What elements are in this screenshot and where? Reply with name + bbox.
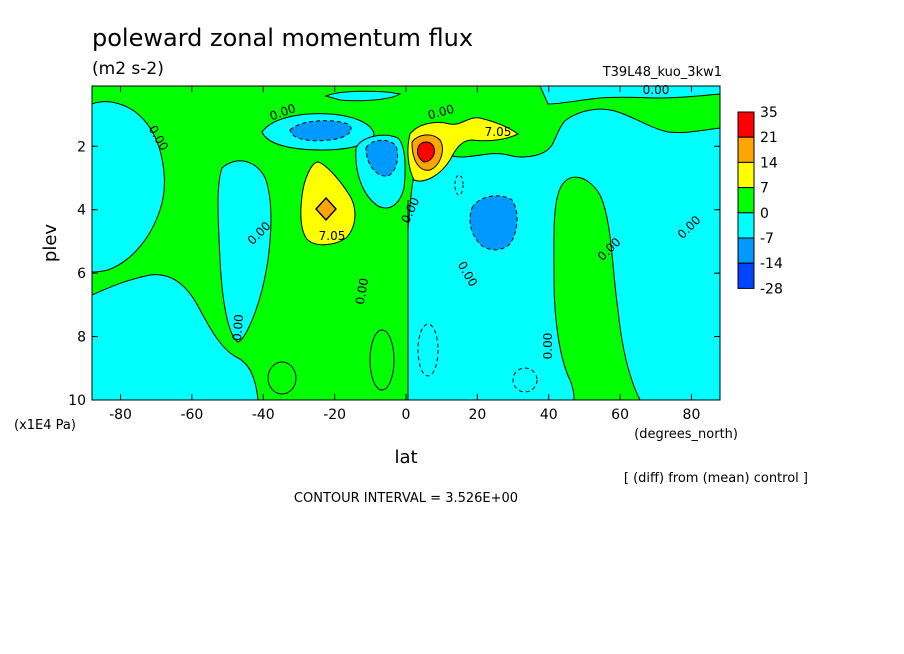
plot-area xyxy=(92,86,720,400)
cyan-region-top-strip xyxy=(324,90,402,102)
y-tick-label-1: 4 xyxy=(77,203,86,219)
contour-interval: CONTOUR INTERVAL = 3.526E+00 xyxy=(294,491,518,506)
contour-loop-e xyxy=(454,174,464,196)
contour-label-6: 0.00 xyxy=(353,277,371,306)
x-axis-label: lat xyxy=(394,447,417,468)
x-tick-label-1: -60 xyxy=(180,407,203,423)
x-tick-label-0: -80 xyxy=(109,407,132,423)
x-tick-label-6: 40 xyxy=(540,407,558,423)
chart-title: poleward zonal momentum flux xyxy=(92,24,473,52)
contour-loop-c xyxy=(417,323,439,377)
colorbar-swatch-0 xyxy=(737,111,755,138)
colorbar: 35 21 14 7 0 -7 -14 -28 xyxy=(737,105,783,297)
contour-loop-a xyxy=(267,361,297,395)
cyan-region-sh-west xyxy=(92,101,165,273)
x-axis-units: (degrees_north) xyxy=(634,427,738,442)
chart-units: (m2 s-2) xyxy=(92,59,164,79)
contour-label-12: 7.05 xyxy=(485,125,512,139)
colorbar-swatch-6 xyxy=(737,262,755,289)
y-tick-label-4: 10 xyxy=(68,393,86,409)
colorbar-label-0: 35 xyxy=(760,105,778,121)
colorbar-swatch-1 xyxy=(737,136,755,163)
x-tick-label-8: 80 xyxy=(683,407,701,423)
colorbar-label-6: -14 xyxy=(760,256,783,272)
cyan-region-top-right xyxy=(539,86,720,105)
run-label: T39L48_kuo_3kw1 xyxy=(602,65,722,80)
contour-label-9: 0.00 xyxy=(541,333,555,360)
contour-loop-b xyxy=(369,329,395,391)
x-tick-label-7: 60 xyxy=(611,407,629,423)
x-axis: -80 -60 -40 -20 0 20 40 60 80 xyxy=(109,86,700,423)
y-tick-label-2: 6 xyxy=(77,266,86,282)
x-tick-label-4: 0 xyxy=(402,407,411,423)
blue-region-nh xyxy=(469,195,518,251)
contour-label-13: 7.05 xyxy=(319,229,346,243)
contour-label-5: 0.00 xyxy=(230,314,246,342)
cyan-region-sh-tongue xyxy=(217,160,272,343)
colorbar-swatch-2 xyxy=(737,161,755,189)
orange-diamond-sh xyxy=(315,196,337,222)
y-tick-label-0: 2 xyxy=(77,139,86,155)
blue-region-eq xyxy=(365,139,399,177)
blue-region-upper-sh xyxy=(289,120,352,142)
red-region-nh xyxy=(417,141,435,163)
diff-note: [ (diff) from (mean) control ] xyxy=(624,471,808,486)
colorbar-swatch-4 xyxy=(737,212,755,239)
cyan-region-nh xyxy=(407,108,720,400)
colorbar-swatch-3 xyxy=(737,187,755,214)
colorbar-label-5: -7 xyxy=(760,231,774,247)
contour-label-3: 0.00 xyxy=(643,83,670,97)
colorbar-label-4: 0 xyxy=(760,206,769,222)
y-axis-units: (x1E4 Pa) xyxy=(14,418,76,433)
colorbar-label-2: 14 xyxy=(760,155,778,171)
y-tick-label-3: 8 xyxy=(77,330,86,346)
colorbar-label-7: -28 xyxy=(760,281,783,297)
cyan-region-sh-lower xyxy=(92,274,259,400)
y-axis: 2 4 6 8 10 xyxy=(68,139,720,409)
y-axis-label: plev xyxy=(40,224,61,263)
contour-loop-d xyxy=(512,367,538,393)
x-tick-label-3: -20 xyxy=(323,407,346,423)
x-tick-label-2: -40 xyxy=(252,407,275,423)
colorbar-label-3: 7 xyxy=(760,181,769,197)
contour-label-2: 0.00 xyxy=(426,102,455,122)
colorbar-swatch-5 xyxy=(737,237,755,264)
x-tick-label-5: 20 xyxy=(468,407,486,423)
colorbar-label-1: 21 xyxy=(760,130,778,146)
